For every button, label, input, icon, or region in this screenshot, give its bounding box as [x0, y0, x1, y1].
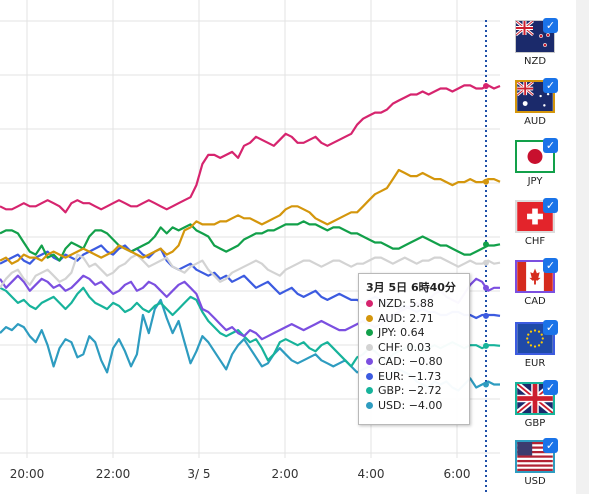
checked-icon: ✓: [543, 258, 558, 273]
crosshair-point-eur: [483, 312, 489, 319]
tooltip-row-usd: USD: −4.00: [366, 399, 462, 414]
x-tick-label: 20:00: [10, 467, 45, 481]
tooltip-row-jpy: JPY: 0.64: [366, 326, 462, 341]
tooltip-row-chf: CHF: 0.03: [366, 341, 462, 356]
series-line-chf: [0, 253, 501, 289]
tooltip-row-gbp: GBP: −2.72: [366, 384, 462, 399]
tooltip-row-aud: AUD: 2.71: [366, 312, 462, 327]
currency-toggle-gbp[interactable]: ✓ GBP: [510, 380, 578, 440]
x-tick-label: 22:00: [96, 467, 131, 481]
x-tick-label: 6:00: [444, 467, 471, 481]
crosshair-point-jpy: [483, 241, 489, 248]
tooltip-value: CAD: −0.80: [378, 355, 443, 368]
currency-code: JPY: [527, 176, 543, 187]
vertical-scrollbar[interactable]: [576, 0, 589, 494]
checked-icon: ✓: [543, 198, 558, 213]
series-lines: [0, 84, 501, 392]
checked-icon: ✓: [543, 320, 558, 335]
tooltip-value: GBP: −2.72: [378, 384, 442, 397]
series-line-aud: [0, 168, 501, 265]
eur-color-dot: [366, 372, 373, 380]
aud-color-dot: [366, 314, 373, 322]
checked-icon: ✓: [543, 18, 558, 33]
crosshair: [483, 20, 489, 494]
nzd-color-dot: [366, 300, 373, 307]
x-tick-label: 2:00: [272, 467, 299, 481]
usd-color-dot: [366, 401, 373, 409]
tooltip-value: EUR: −1.73: [378, 369, 442, 383]
checked-icon: ✓: [543, 380, 558, 395]
tooltip-value: AUD: 2.71: [378, 311, 434, 325]
currency-toggle-chf[interactable]: ✓ CHF: [510, 198, 578, 258]
gb-flag-icon: [515, 382, 555, 415]
x-tick-label: 4:00: [358, 467, 385, 481]
crosshair-point-gbp: [483, 342, 489, 349]
jpy-color-dot: [366, 329, 373, 336]
checked-icon: ✓: [543, 138, 558, 153]
currency-toggle-nzd[interactable]: ✓ NZD: [510, 18, 578, 78]
x-axis-ticks: 20:00 22:00 3/ 5 2:00 4:00 6:00: [10, 467, 471, 481]
cad-color-dot: [366, 358, 373, 365]
crosshair-point-usd: [483, 381, 489, 388]
checked-icon: ✓: [543, 438, 558, 453]
currency-toggle-eur[interactable]: ✓ EUR: [510, 320, 578, 380]
currency-code: AUD: [524, 116, 546, 127]
crosshair-point-nzd: [483, 83, 489, 90]
currency-code: EUR: [524, 358, 546, 369]
currency-code: USD: [524, 476, 546, 487]
series-line-nzd: [0, 84, 501, 214]
checked-icon: ✓: [543, 78, 558, 93]
crosshair-point-aud: [483, 178, 489, 185]
crosshair-tooltip: 3月 5日 6時40分 NZD: 5.88 AUD: 2.71 JPY: 0.6…: [358, 273, 470, 425]
currency-toggle-aud[interactable]: ✓ AUD: [510, 78, 578, 138]
currency-toggle-jpy[interactable]: ✓ JPY: [510, 138, 578, 198]
tooltip-value: CHF: 0.03: [378, 340, 432, 354]
tooltip-value: JPY: 0.64: [378, 326, 425, 339]
gbp-color-dot: [366, 387, 373, 394]
currency-code: CHF: [524, 236, 546, 247]
crosshair-point-chf: [483, 259, 489, 266]
currency-code: NZD: [523, 56, 547, 67]
x-tick-label: 3/ 5: [187, 467, 210, 481]
ch-flag-icon: [515, 200, 555, 233]
tooltip-value: USD: −4.00: [378, 398, 443, 412]
currency-toggle-panel: ✓ NZD ✓ AUD: [510, 0, 589, 494]
tooltip-value: NZD: 5.88: [378, 297, 434, 310]
currency-toggle-usd[interactable]: ✓ USD: [510, 438, 578, 498]
chf-color-dot: [366, 343, 373, 351]
series-line-jpy: [0, 220, 501, 262]
tooltip-title: 3月 5日 6時40分: [366, 281, 456, 294]
tooltip-row-cad: CAD: −0.80: [366, 355, 462, 370]
currency-code: GBP: [524, 418, 546, 429]
tooltip-row-nzd: NZD: 5.88: [366, 297, 462, 312]
crosshair-point-cad: [483, 284, 489, 291]
tooltip-row-eur: EUR: −1.73: [366, 370, 462, 385]
currency-code: CAD: [524, 296, 546, 307]
currency-toggle-cad[interactable]: ✓ CAD: [510, 258, 578, 318]
